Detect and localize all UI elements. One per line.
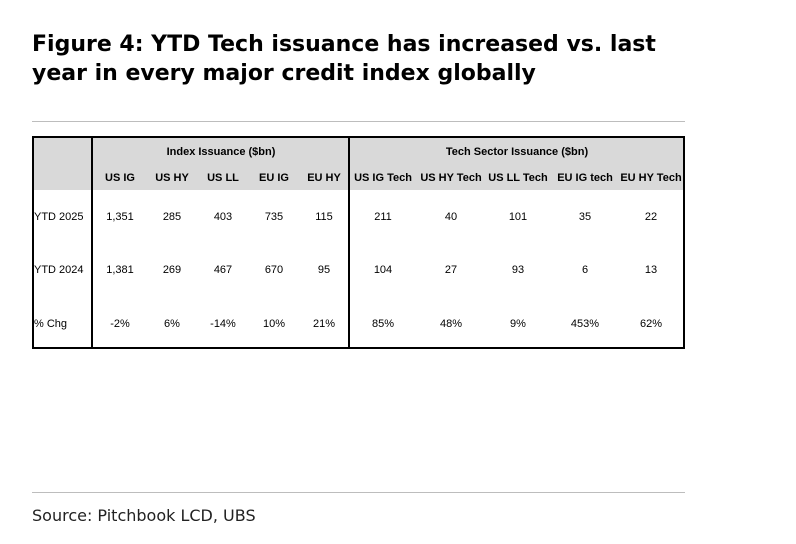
table-cell: 21% [312, 318, 336, 330]
table-cell: 1,351 [106, 211, 134, 223]
table-cell: 735 [264, 211, 284, 223]
top-divider [32, 121, 685, 122]
table-header-shading [34, 138, 683, 190]
table-cell: 6% [164, 318, 180, 330]
column-header: US IG Tech [354, 172, 412, 184]
table-cell: 40 [444, 211, 458, 223]
row-label: YTD 2024 [34, 264, 84, 276]
table-cell: 22 [644, 211, 658, 223]
table-cell: 1,381 [106, 264, 134, 276]
group-header-tech: Tech Sector Issuance ($bn) [445, 146, 589, 158]
table-cell: 9% [510, 318, 526, 330]
table-cell: 85% [371, 318, 395, 330]
table-cell: 35 [578, 211, 592, 223]
column-header: US HY [155, 172, 189, 184]
group-header-index: Index Issuance ($bn) [166, 146, 276, 158]
table-cell: -2% [110, 318, 130, 330]
bottom-divider [32, 492, 685, 493]
row-label: % Chg [34, 318, 68, 330]
table-cell: 27 [444, 264, 458, 276]
table-cell: 62% [639, 318, 663, 330]
column-header: EU HY Tech [620, 172, 682, 184]
row-label: YTD 2025 [34, 211, 84, 223]
group-divider [348, 138, 350, 347]
table-cell: 403 [213, 211, 233, 223]
issuance-table: Index Issuance ($bn) Tech Sector Issuanc… [32, 136, 685, 349]
table-cell: 285 [162, 211, 182, 223]
table-cell: 6 [581, 264, 589, 276]
table-cell: 269 [162, 264, 182, 276]
table-cell: 670 [264, 264, 284, 276]
table-cell: -14% [210, 318, 236, 330]
source-note: Source: Pitchbook LCD, UBS [32, 506, 256, 525]
table-cell: 13 [644, 264, 658, 276]
table-cell: 95 [317, 264, 331, 276]
table-cell: 93 [511, 264, 525, 276]
table-cell: 104 [373, 264, 393, 276]
column-header: US IG [105, 172, 135, 184]
table-cell: 115 [315, 211, 333, 223]
table-cell: 48% [439, 318, 463, 330]
column-header: EU HY [307, 172, 341, 184]
table-cell: 101 [508, 211, 528, 223]
column-header: US LL Tech [488, 172, 548, 184]
table-cell: 10% [262, 318, 286, 330]
table-cell: 467 [213, 264, 233, 276]
figure-title: Figure 4: YTD Tech issuance has increase… [32, 32, 656, 86]
column-header: US LL [207, 172, 239, 184]
label-column-divider [91, 138, 93, 347]
table-cell: 453% [570, 318, 600, 330]
column-header: US HY Tech [420, 172, 482, 184]
column-header: EU IG [259, 172, 289, 184]
column-header: EU IG tech [557, 172, 613, 184]
table-cell: 211 [374, 211, 392, 223]
